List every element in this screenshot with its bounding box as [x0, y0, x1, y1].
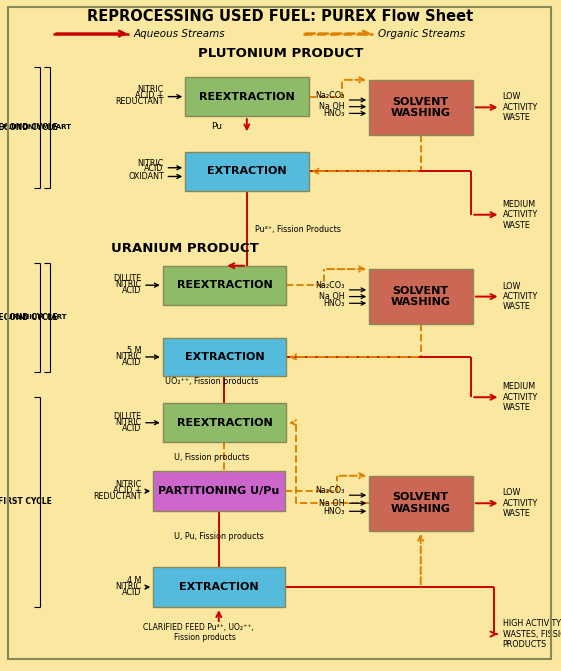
Text: REDUCTANT: REDUCTANT: [116, 97, 164, 107]
Text: LOW
ACTIVITY
WASTE: LOW ACTIVITY WASTE: [503, 488, 538, 518]
Text: NITRIC: NITRIC: [115, 480, 141, 489]
Text: Pu²⁺, Fission Products: Pu²⁺, Fission Products: [255, 225, 341, 234]
FancyBboxPatch shape: [153, 567, 285, 607]
Text: SOLVENT
WASHING: SOLVENT WASHING: [391, 97, 450, 118]
Text: SOLVENT
WASHING: SOLVENT WASHING: [391, 286, 450, 307]
Text: Organic Streams: Organic Streams: [378, 29, 465, 38]
Text: NITRIC: NITRIC: [115, 280, 141, 289]
Text: Aqueous Streams: Aqueous Streams: [134, 29, 225, 38]
Text: U, Fission products: U, Fission products: [174, 453, 249, 462]
Text: EXTRACTION: EXTRACTION: [207, 166, 287, 176]
FancyBboxPatch shape: [185, 152, 309, 191]
Text: REEXTRACTION: REEXTRACTION: [177, 418, 272, 427]
Text: REPROCESSING USED FUEL: PUREX Flow Sheet: REPROCESSING USED FUEL: PUREX Flow Sheet: [88, 9, 473, 24]
Text: NITRIC: NITRIC: [115, 352, 141, 361]
Text: OXIDANT: OXIDANT: [128, 172, 164, 181]
FancyBboxPatch shape: [163, 266, 286, 305]
FancyBboxPatch shape: [185, 77, 309, 116]
Text: 5 M: 5 M: [127, 346, 141, 356]
Text: SECOND CYCLE: SECOND CYCLE: [0, 123, 58, 132]
FancyBboxPatch shape: [163, 338, 286, 376]
Text: 4 M: 4 M: [127, 576, 141, 585]
Text: ACID: ACID: [122, 286, 141, 295]
Text: URANIUM PART: URANIUM PART: [7, 315, 66, 320]
FancyBboxPatch shape: [153, 471, 285, 511]
Text: EXTRACTION: EXTRACTION: [179, 582, 259, 592]
Text: NITRIC: NITRIC: [137, 85, 164, 95]
Text: HNO₃: HNO₃: [324, 299, 345, 308]
FancyBboxPatch shape: [369, 476, 472, 531]
FancyBboxPatch shape: [163, 403, 286, 442]
Text: Na OH: Na OH: [319, 102, 345, 111]
Text: U, Pu, Fission products: U, Pu, Fission products: [174, 532, 264, 541]
Text: PARTITIONING U/Pu: PARTITIONING U/Pu: [158, 486, 279, 496]
Text: REDUCTANT: REDUCTANT: [93, 492, 141, 501]
Text: REEXTRACTION: REEXTRACTION: [199, 92, 295, 101]
Text: DILUTE: DILUTE: [113, 411, 141, 421]
Text: Na₂CO₃: Na₂CO₃: [316, 486, 345, 495]
Text: CLARIFIED FEED Pu⁴⁺, UO₂⁺⁺,: CLARIFIED FEED Pu⁴⁺, UO₂⁺⁺,: [143, 623, 254, 632]
Text: Na₂CO₃: Na₂CO₃: [316, 91, 345, 100]
Text: HIGH ACTIVITY
WASTES, FISSION
PRODUCTS: HIGH ACTIVITY WASTES, FISSION PRODUCTS: [503, 619, 561, 649]
Text: HNO₃: HNO₃: [324, 507, 345, 516]
Text: FIRST CYCLE: FIRST CYCLE: [0, 497, 52, 507]
Text: ACID +: ACID +: [135, 91, 164, 101]
Text: NITRIC: NITRIC: [115, 417, 141, 427]
Text: NITRIC: NITRIC: [137, 158, 164, 168]
Text: Fission products: Fission products: [174, 633, 236, 642]
Text: EXTRACTION: EXTRACTION: [185, 352, 264, 362]
Text: PLUTONIUM PRODUCT: PLUTONIUM PRODUCT: [198, 46, 363, 60]
Text: DILUTE: DILUTE: [113, 274, 141, 283]
FancyBboxPatch shape: [369, 269, 472, 324]
Text: PLUTONIUM PART: PLUTONIUM PART: [2, 125, 71, 130]
Text: ACID: ACID: [122, 588, 141, 597]
Text: ACID: ACID: [122, 423, 141, 433]
Text: Pu: Pu: [211, 121, 222, 131]
Text: HNO₃: HNO₃: [324, 109, 345, 118]
Text: NITRIC: NITRIC: [115, 582, 141, 591]
Text: ACID: ACID: [122, 358, 141, 367]
Text: ACID: ACID: [144, 164, 164, 173]
Text: Na OH: Na OH: [319, 292, 345, 301]
Text: ACID +: ACID +: [113, 486, 141, 495]
Text: SOLVENT
WASHING: SOLVENT WASHING: [391, 493, 450, 514]
Text: MEDIUM
ACTIVITY
WASTE: MEDIUM ACTIVITY WASTE: [503, 382, 538, 412]
Text: LOW
ACTIVITY
WASTE: LOW ACTIVITY WASTE: [503, 93, 538, 122]
FancyBboxPatch shape: [369, 80, 472, 135]
Text: Na₂CO₃: Na₂CO₃: [316, 280, 345, 290]
Text: UO₂⁺⁺, Fission products: UO₂⁺⁺, Fission products: [165, 376, 259, 386]
Text: URANIUM PRODUCT: URANIUM PRODUCT: [111, 242, 259, 255]
Text: SECOND CYCLE: SECOND CYCLE: [0, 313, 58, 322]
Text: MEDIUM
ACTIVITY
WASTE: MEDIUM ACTIVITY WASTE: [503, 200, 538, 229]
Text: LOW
ACTIVITY
WASTE: LOW ACTIVITY WASTE: [503, 282, 538, 311]
Text: Na OH: Na OH: [319, 499, 345, 508]
Text: REEXTRACTION: REEXTRACTION: [177, 280, 272, 290]
